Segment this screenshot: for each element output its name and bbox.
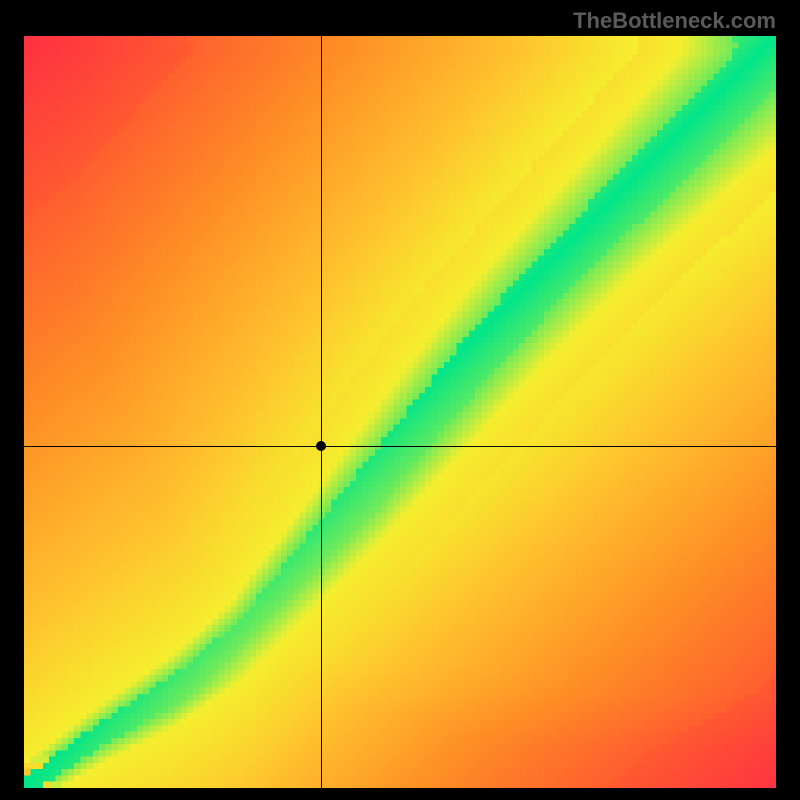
watermark-text: TheBottleneck.com [573, 8, 776, 34]
crosshair-horizontal [24, 446, 776, 447]
chart-container: TheBottleneck.com [0, 0, 800, 800]
crosshair-marker [316, 441, 326, 451]
crosshair-vertical [321, 36, 322, 788]
bottleneck-heatmap [24, 36, 776, 788]
plot-area [24, 36, 776, 788]
